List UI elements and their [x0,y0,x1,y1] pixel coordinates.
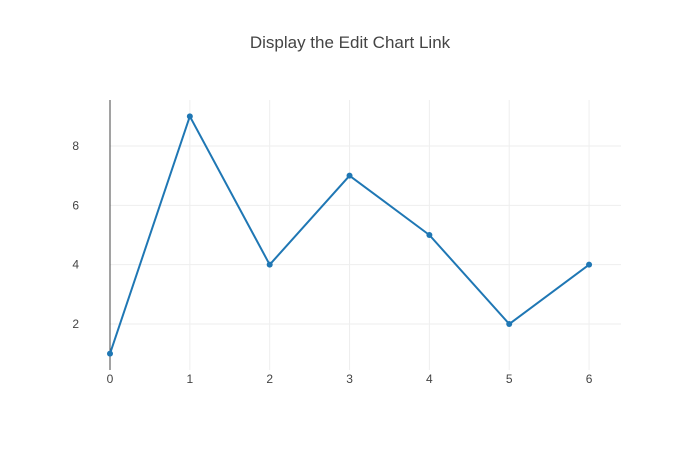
y-tick-label-2: 6 [72,198,79,212]
x-tick-label-5: 5 [506,372,513,386]
data-point-0-3 [346,172,353,179]
x-tick-label-4: 4 [426,372,433,386]
x-tick-label-2: 2 [266,372,273,386]
data-point-0-0 [107,350,113,357]
data-point-0-6 [586,261,593,268]
data-point-0-4 [426,232,433,238]
x-tick-label-6: 6 [586,372,593,386]
chart-title: Display the Edit Chart Link [249,33,451,52]
x-tick-label-1: 1 [187,372,194,386]
data-point-0-5 [506,321,513,328]
x-tick-label-0: 0 [107,372,114,386]
y-tick-label-3: 8 [72,139,79,153]
y-tick-label-0: 2 [72,317,79,331]
y-tick-label-1: 4 [72,258,79,272]
data-point-0-2 [266,261,273,268]
x-tick-label-3: 3 [346,372,353,386]
data-point-0-1 [186,113,193,120]
